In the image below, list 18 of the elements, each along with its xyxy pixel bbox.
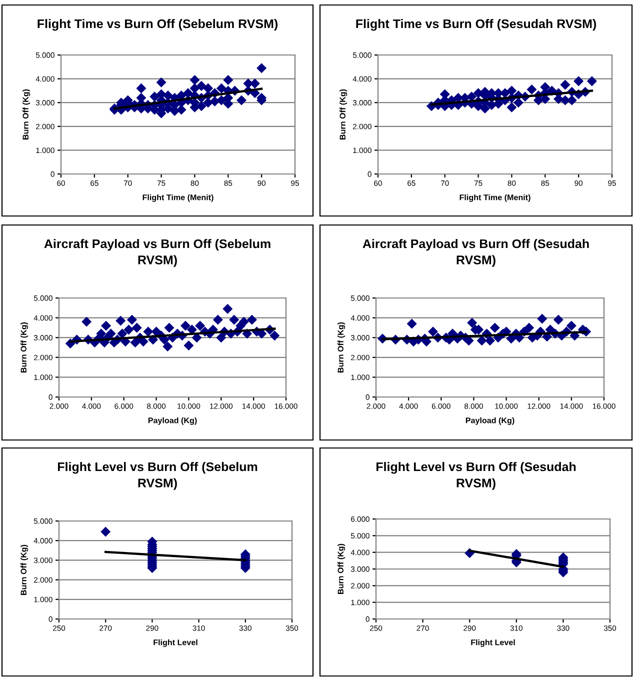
chart-title: Aircraft Payload vs Burn Off (Sebelum RVSM)	[44, 239, 270, 267]
x-axis-title: Payload (Kg)	[466, 417, 514, 425]
y-axis-title: Burn Off (Kg)	[340, 89, 348, 140]
chart-title: Flight Time vs Burn Off (Sebelum RVSM)	[38, 19, 278, 31]
y-axis-title: Burn Off (Kg)	[20, 322, 28, 372]
x-axis-title: Flight Level	[471, 639, 515, 647]
y-axis-title: Burn Off (Kg)	[338, 544, 346, 594]
chart-title: Flight Time vs Burn Off (Sesudah RVSM)	[356, 19, 596, 31]
x-axis-title: Flight Time (Menit)	[460, 194, 530, 202]
x-axis-title: Payload (Kg)	[148, 417, 197, 425]
x-axis-title: Flight Level	[154, 639, 198, 647]
y-axis-title: Burn Off (Kg)	[338, 322, 346, 372]
x-axis-title: Flight Time (Menit)	[142, 194, 214, 202]
y-axis-title: Burn Off (Kg)	[20, 544, 28, 595]
y-axis-title: Burn Off (Kg)	[22, 89, 30, 140]
chart-title: Flight Level vs Burn Off (Sesudah RVSM)	[376, 462, 576, 490]
chart-title: Flight Level vs Burn Off (Sebelum RVSM)	[58, 462, 258, 490]
chart-title: Aircraft Payload vs Burn Off (Sesudah RVSM)	[362, 239, 589, 267]
